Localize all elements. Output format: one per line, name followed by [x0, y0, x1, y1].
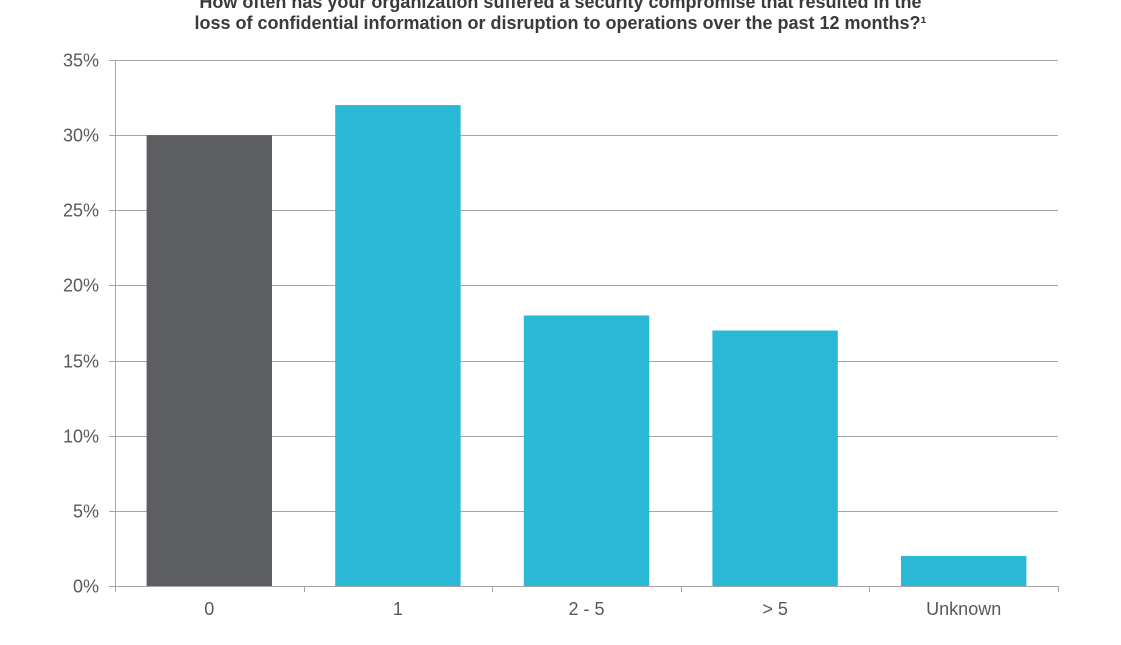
- chart-title-line-2: loss of confidential information or disr…: [194, 13, 927, 33]
- bar-1: [146, 135, 273, 586]
- y-tick-label: 5%: [73, 502, 99, 522]
- x-tick-label: Unknown: [926, 599, 1001, 619]
- bar-4: [712, 330, 838, 586]
- y-tick-label: 15%: [63, 352, 99, 372]
- x-tick-labels: 0 1 2 - 5 > 5 Unknown: [204, 599, 1001, 619]
- y-tick-label: 30%: [63, 126, 99, 146]
- chart-title-line-1: How often has your organization suffered…: [199, 0, 922, 12]
- y-tick-labels: 0% 5% 10% 15% 20% 25% 30% 35%: [63, 51, 99, 597]
- y-tick-label: 10%: [63, 427, 99, 447]
- bar-5: [900, 555, 1027, 586]
- y-tick-label: 35%: [63, 51, 99, 71]
- y-tick-label: 0%: [73, 577, 99, 597]
- bar-2: [335, 105, 461, 586]
- bar-3: [523, 315, 650, 586]
- axes: [109, 60, 1059, 592]
- x-tick-label: 2 - 5: [568, 599, 604, 619]
- gridlines: [115, 60, 1058, 512]
- x-tick-label: > 5: [762, 599, 788, 619]
- y-tick-label: 25%: [63, 201, 99, 221]
- bars: [146, 105, 1027, 586]
- x-tick-label: 0: [204, 599, 214, 619]
- x-tick-label: 1: [393, 599, 403, 619]
- y-tick-label: 20%: [63, 276, 99, 296]
- chart-title: How often has your organization suffered…: [0, 0, 1121, 34]
